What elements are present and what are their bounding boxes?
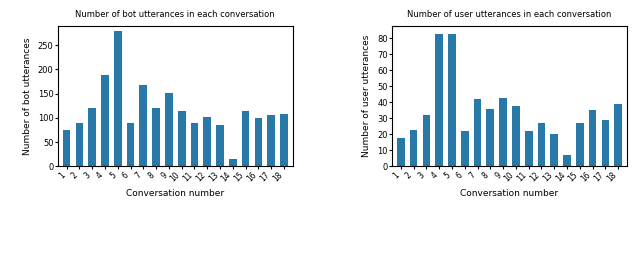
Bar	[242, 111, 250, 166]
Y-axis label: Number of user utterances: Number of user utterances	[362, 35, 371, 157]
Bar	[397, 138, 404, 166]
Bar	[525, 131, 532, 166]
Bar	[550, 134, 558, 166]
Bar	[140, 85, 147, 166]
Title: Number of bot utterances in each conversation: Number of bot utterances in each convers…	[76, 10, 275, 19]
Bar	[165, 93, 173, 166]
Bar	[576, 123, 584, 166]
Bar	[614, 104, 622, 166]
Bar	[255, 118, 262, 166]
Bar	[512, 105, 520, 166]
Bar	[229, 159, 237, 166]
Bar	[280, 114, 288, 166]
Bar	[448, 34, 456, 166]
Bar	[178, 111, 186, 166]
Bar	[88, 108, 96, 166]
Bar	[563, 155, 571, 166]
Bar	[410, 130, 417, 166]
Bar	[589, 110, 596, 166]
Bar	[101, 75, 109, 166]
Bar	[191, 123, 198, 166]
Bar	[76, 123, 83, 166]
Bar	[63, 130, 70, 166]
Bar	[474, 99, 481, 166]
Bar	[435, 34, 443, 166]
Bar	[268, 115, 275, 166]
Title: Number of user utterances in each conversation: Number of user utterances in each conver…	[407, 10, 612, 19]
Bar	[127, 123, 134, 166]
X-axis label: Conversation number: Conversation number	[126, 189, 225, 198]
Y-axis label: Number of bot utterances: Number of bot utterances	[23, 37, 32, 155]
Bar	[422, 115, 430, 166]
Bar	[486, 109, 494, 166]
Bar	[461, 131, 468, 166]
X-axis label: Conversation number: Conversation number	[460, 189, 559, 198]
Bar	[538, 123, 545, 166]
Bar	[499, 98, 507, 166]
Bar	[602, 120, 609, 166]
Bar	[204, 117, 211, 166]
Bar	[114, 31, 122, 166]
Bar	[152, 108, 160, 166]
Bar	[216, 125, 224, 166]
